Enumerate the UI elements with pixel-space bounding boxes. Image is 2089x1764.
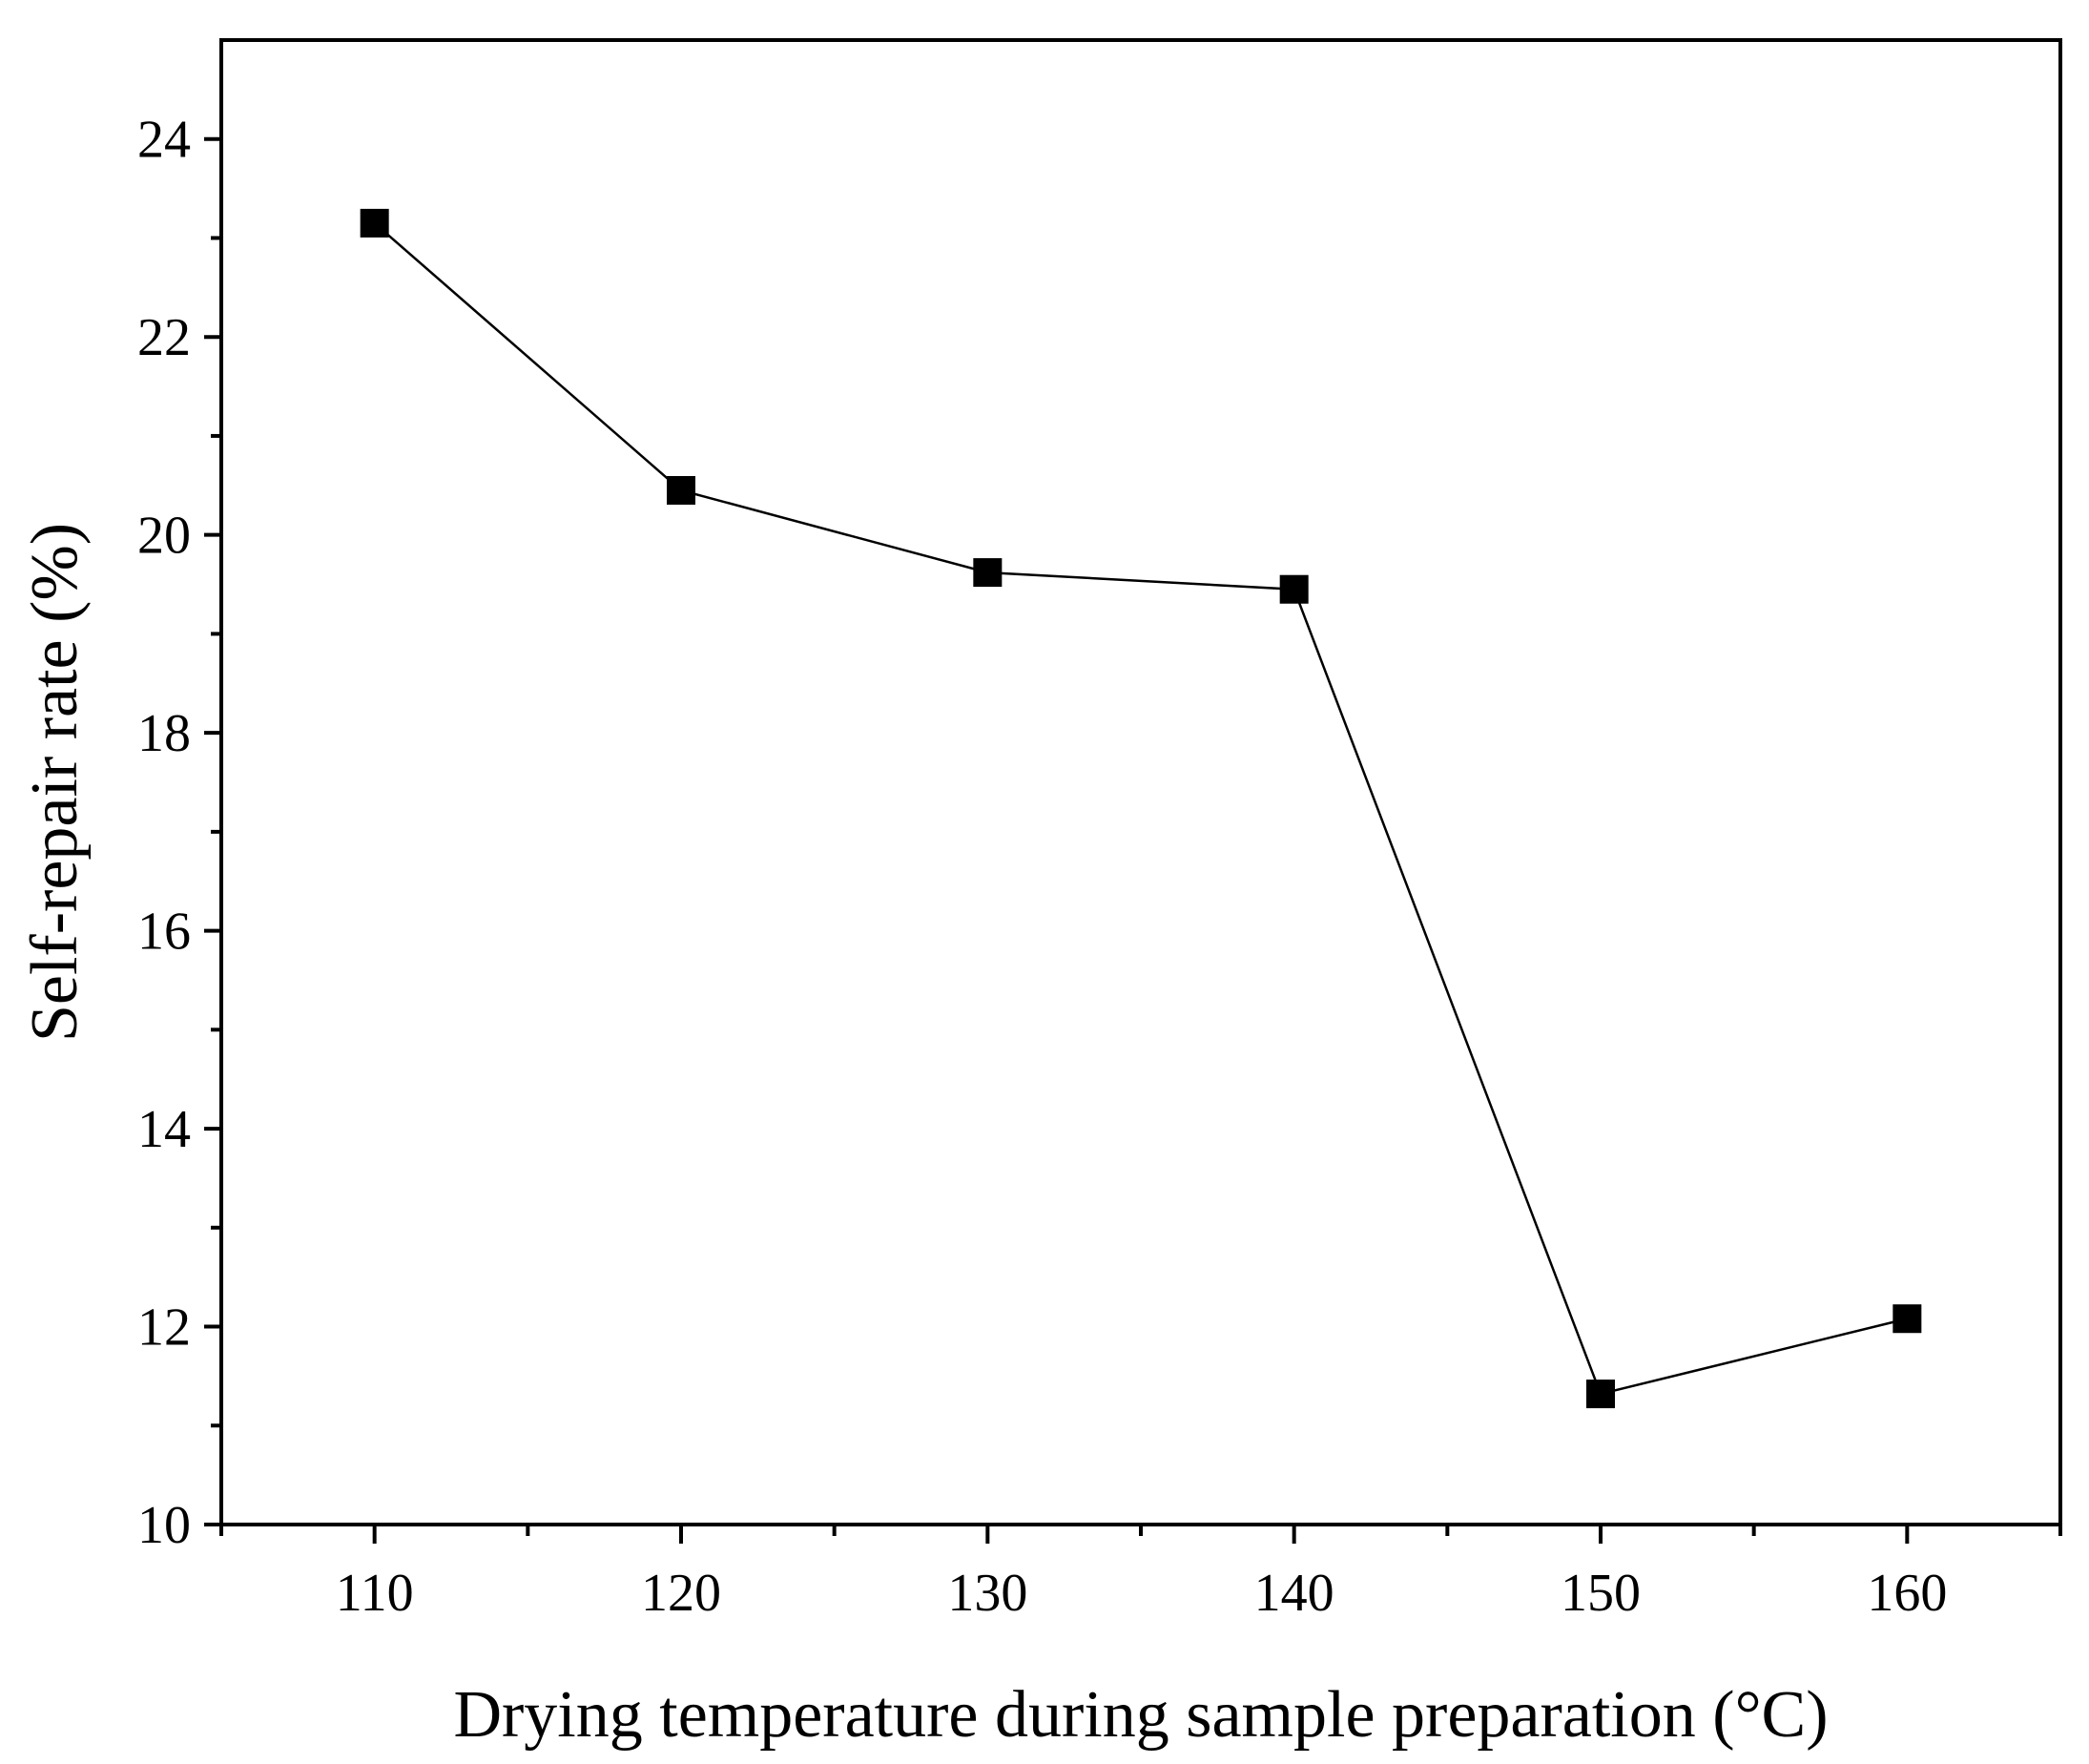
y-tick-label: 22 — [137, 308, 191, 367]
series-line — [373, 221, 1908, 1396]
y-tick-label: 10 — [137, 1496, 191, 1555]
x-axis-ticks: 110 120 130 140 150 160 — [219, 1525, 2062, 1623]
y-axis-ticks: 10 12 14 16 18 20 22 24 — [137, 111, 221, 1555]
x-tick-label: 140 — [1254, 1564, 1334, 1623]
y-tick-label: 16 — [137, 903, 191, 962]
y-tick-label: 14 — [137, 1100, 191, 1159]
data-point — [1279, 574, 1309, 604]
x-axis-title: Drying temperature during sample prepara… — [453, 1678, 1828, 1752]
y-tick-label: 20 — [137, 507, 191, 566]
x-tick-label: 110 — [336, 1564, 414, 1623]
data-point — [1586, 1380, 1615, 1409]
x-tick-label: 160 — [1867, 1564, 1947, 1623]
y-tick-label: 24 — [137, 111, 191, 170]
y-tick-label: 12 — [137, 1298, 191, 1358]
y-axis-title: Self-repair rate (%) — [18, 523, 92, 1042]
data-point — [973, 558, 1003, 588]
data-point — [1893, 1304, 1922, 1334]
y-tick-label: 18 — [137, 704, 191, 763]
x-tick-label: 150 — [1561, 1564, 1641, 1623]
data-point — [667, 475, 695, 505]
series-layer — [360, 208, 1922, 1409]
data-point — [360, 208, 389, 238]
x-tick-label: 120 — [641, 1564, 721, 1623]
x-tick-label: 130 — [947, 1564, 1027, 1623]
